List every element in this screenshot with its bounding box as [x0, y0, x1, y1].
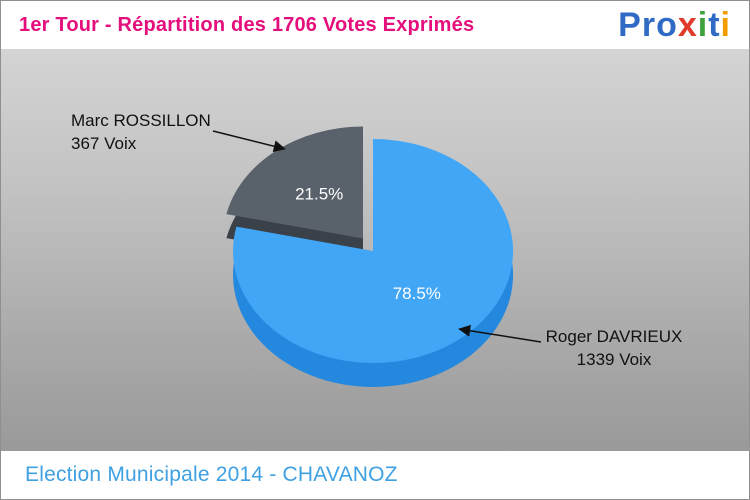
callout-marc-rossillon: Marc ROSSILLON 367 Voix: [71, 109, 211, 155]
candidate-votes: 1339 Voix: [576, 350, 652, 369]
proxiti-logo: Proxiti: [618, 8, 731, 42]
candidate-name: Roger DAVRIEUX: [545, 327, 683, 346]
pie-percent-label: 78.5%: [393, 284, 441, 303]
logo-letter: i: [697, 6, 709, 44]
callout-roger-davrieux: Roger DAVRIEUX 1339 Voix: [544, 325, 684, 371]
logo-letter: x: [677, 6, 698, 44]
candidate-votes: 367 Voix: [71, 134, 137, 153]
pie-chart-svg: 78.5% 21.5%: [212, 126, 542, 387]
candidate-name: Marc ROSSILLON: [71, 111, 211, 130]
election-caption: Election Municipale 2014 - CHAVANOZ: [25, 463, 398, 486]
pie-slice: [233, 139, 514, 363]
pie-percent-label: 21.5%: [295, 184, 343, 203]
pie-slice: [226, 126, 363, 239]
chart-title: 1er Tour - Répartition des 1706 Votes Ex…: [19, 13, 475, 36]
roger-callout-arrow: [458, 324, 542, 343]
marc-callout-arrow: [212, 130, 286, 153]
pie-labels-layer: 78.5% 21.5%: [295, 184, 441, 303]
logo-letter: P: [618, 6, 642, 44]
chart-area: 78.5% 21.5% Marc ROSSILLON 367 Voix Roger…: [1, 49, 749, 453]
footer-bar: Election Municipale 2014 - CHAVANOZ: [1, 451, 749, 499]
logo-letter: o: [656, 6, 678, 44]
header-bar: 1er Tour - Répartition des 1706 Votes Ex…: [1, 1, 749, 49]
logo-letter: i: [720, 6, 731, 44]
logo-letter: t: [708, 6, 721, 44]
logo-letter: r: [641, 6, 657, 44]
pie-slices-layer: [226, 126, 514, 363]
